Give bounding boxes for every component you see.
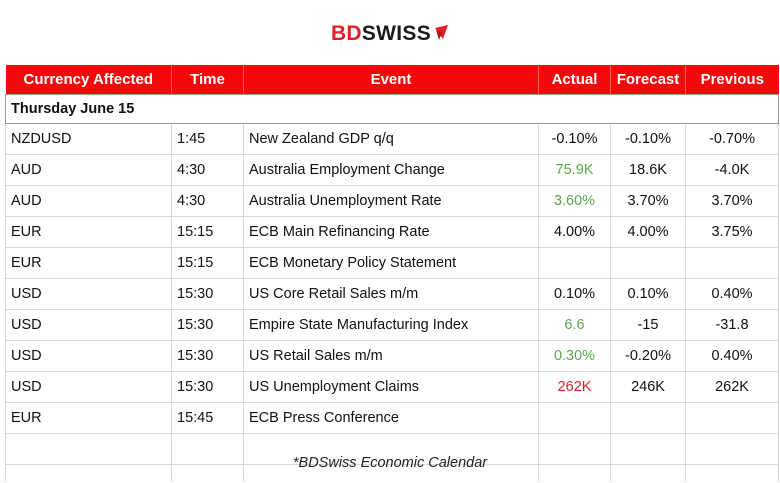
cell-previous: 3.75% — [685, 216, 779, 248]
cell-time: 15:30 — [171, 278, 244, 310]
cell-currency: EUR — [5, 402, 172, 434]
cell-event: US Core Retail Sales m/m — [243, 278, 539, 310]
cell-time: 4:30 — [171, 154, 244, 186]
cell-actual — [538, 402, 611, 434]
cell-time: 15:30 — [171, 309, 244, 341]
cell-event: Australia Unemployment Rate — [243, 185, 539, 217]
cell-currency: EUR — [5, 247, 172, 279]
table-row: AUD 4:30 Australia Employment Change 75.9K 1… — [5, 154, 779, 186]
cell-previous — [685, 402, 779, 434]
cell-actual: 0.30% — [538, 340, 611, 372]
cell-previous: 0.40% — [685, 340, 779, 372]
table-row: USD 15:30 US Unemployment Claims 262K 246K 26… — [5, 371, 779, 403]
cell-actual: 3.60% — [538, 185, 611, 217]
cell-previous: 262K — [685, 371, 779, 403]
cell-time: 15:15 — [171, 247, 244, 279]
header-previous: Previous — [685, 65, 779, 95]
cell-time: 15:30 — [171, 371, 244, 403]
header-event: Event — [243, 65, 539, 95]
cell-event: New Zealand GDP q/q — [243, 123, 539, 155]
table-header-row: Currency Affected Time Event Actual Fore… — [5, 65, 779, 95]
table-row: USD 15:30 Empire State Manufacturing Index… — [5, 309, 779, 341]
economic-calendar-table: Currency Affected Time Event Actual Fore… — [5, 65, 779, 482]
header-time: Time — [171, 65, 244, 95]
cell-event: ECB Press Conference — [243, 402, 539, 434]
cell-currency: AUD — [5, 154, 172, 186]
cell-forecast: 246K — [610, 371, 686, 403]
cell-time: 15:30 — [171, 340, 244, 372]
cell-forecast: 18.6K — [610, 154, 686, 186]
empty-cell — [685, 464, 779, 482]
cell-event: ECB Main Refinancing Rate — [243, 216, 539, 248]
cell-actual: 262K — [538, 371, 611, 403]
cell-actual: 75.9K — [538, 154, 611, 186]
cell-currency: AUD — [5, 185, 172, 217]
cell-actual: 0.10% — [538, 278, 611, 310]
cell-event: US Retail Sales m/m — [243, 340, 539, 372]
cell-previous — [685, 247, 779, 279]
cell-previous: 0.40% — [685, 278, 779, 310]
cell-forecast: 3.70% — [610, 185, 686, 217]
cell-event: Australia Employment Change — [243, 154, 539, 186]
logo-swiss-text: SWISS — [361, 22, 432, 45]
cell-currency: USD — [5, 309, 172, 341]
cell-time: 15:45 — [171, 402, 244, 434]
cell-forecast — [610, 247, 686, 279]
cell-currency: NZDUSD — [5, 123, 172, 155]
cell-forecast — [610, 402, 686, 434]
cell-event: ECB Monetary Policy Statement — [243, 247, 539, 279]
cell-time: 1:45 — [171, 123, 244, 155]
cell-currency: USD — [5, 371, 172, 403]
cell-previous: -0.70% — [685, 123, 779, 155]
empty-cell — [171, 433, 244, 465]
empty-cell — [610, 433, 686, 465]
logo-text: BDSWISS — [331, 22, 431, 46]
cell-currency: USD — [5, 278, 172, 310]
table-row: AUD 4:30 Australia Unemployment Rate 3.60% 3… — [5, 185, 779, 217]
cell-actual — [538, 247, 611, 279]
header-actual: Actual — [538, 65, 611, 95]
cell-actual: 6.6 — [538, 309, 611, 341]
empty-table-row — [5, 464, 779, 482]
table-row: NZDUSD 1:45 New Zealand GDP q/q -0.10% -0.10… — [5, 123, 779, 155]
cell-previous: 3.70% — [685, 185, 779, 217]
table-row: EUR 15:15 ECB Monetary Policy Statement — [5, 247, 779, 279]
cell-time: 4:30 — [171, 185, 244, 217]
cell-forecast: -15 — [610, 309, 686, 341]
cell-currency: EUR — [5, 216, 172, 248]
cell-previous: -31.8 — [685, 309, 779, 341]
cell-event: Empire State Manufacturing Index — [243, 309, 539, 341]
table-row: EUR 15:15 ECB Main Refinancing Rate 4.00% 4.… — [5, 216, 779, 248]
logo-arrow-icon — [435, 25, 449, 40]
cell-event: US Unemployment Claims — [243, 371, 539, 403]
day-row: Thursday June 15 — [5, 94, 779, 124]
header-currency: Currency Affected — [5, 65, 172, 95]
header-forecast: Forecast — [610, 65, 686, 95]
table-row: USD 15:30 US Core Retail Sales m/m 0.10% 0.1… — [5, 278, 779, 310]
bdswiss-logo: BDSWISS — [0, 20, 780, 48]
empty-cell — [538, 433, 611, 465]
cell-previous: -4.0K — [685, 154, 779, 186]
logo-bd-text: BD — [330, 22, 362, 45]
cell-currency: USD — [5, 340, 172, 372]
cell-forecast: 4.00% — [610, 216, 686, 248]
cell-forecast: -0.10% — [610, 123, 686, 155]
cell-forecast: 0.10% — [610, 278, 686, 310]
cell-actual: -0.10% — [538, 123, 611, 155]
footnote: *BDSwiss Economic Calendar — [292, 455, 488, 471]
cell-forecast: -0.20% — [610, 340, 686, 372]
empty-table-row — [5, 433, 779, 465]
table-row: USD 15:30 US Retail Sales m/m 0.30% -0.20% 0.… — [5, 340, 779, 372]
empty-cell — [5, 433, 172, 465]
cell-time: 15:15 — [171, 216, 244, 248]
empty-cell — [685, 433, 779, 465]
cell-actual: 4.00% — [538, 216, 611, 248]
table-row: EUR 15:45 ECB Press Conference — [5, 402, 779, 434]
day-label: Thursday June 15 — [5, 94, 779, 124]
